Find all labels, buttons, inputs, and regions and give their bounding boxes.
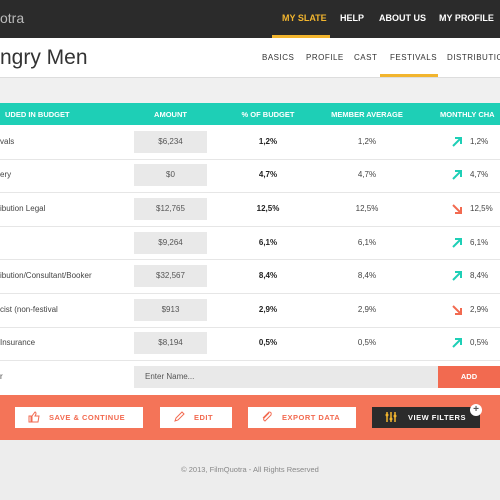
column-header: UDED IN BUDGET xyxy=(5,110,70,119)
row-divider xyxy=(0,225,500,227)
row-divider xyxy=(0,326,500,328)
nav-link[interactable]: HELP xyxy=(340,13,365,23)
amount-field[interactable]: $9,264 xyxy=(134,231,207,254)
row-label: cist (non-festival xyxy=(0,304,58,314)
row-label: Insurance xyxy=(0,338,36,348)
row-label: ibution/Consultant/Booker xyxy=(0,271,92,281)
member-average: 2,9% xyxy=(357,304,377,314)
tab[interactable]: DISTRIBUTION xyxy=(447,53,500,62)
trend-up-arrow xyxy=(452,170,462,181)
row-divider xyxy=(0,192,500,194)
monthly-change: 0,5% xyxy=(470,338,489,348)
action-bar: SAVE & CONTINUE EDIT EXPORT DATA VIEW FILTE… xyxy=(0,395,500,440)
budget-percent: 12,5% xyxy=(256,204,280,213)
amount-field[interactable]: $0 xyxy=(134,164,207,187)
amount-field[interactable]: $12,765 xyxy=(134,198,207,220)
column-header: % OF BUDGET xyxy=(241,110,295,119)
active-underline xyxy=(272,35,330,38)
name-input[interactable]: Enter Name... xyxy=(134,366,438,389)
tab[interactable]: CAST xyxy=(354,53,378,62)
monthly-change: 6,1% xyxy=(470,237,489,247)
member-average: 1,2% xyxy=(357,136,377,146)
footer: © 2013, FilmQuotra - All Rights Reserved xyxy=(0,440,500,500)
budget-percent: 8,4% xyxy=(258,271,278,281)
trend-down-arrow xyxy=(452,204,462,214)
member-average: 12,5% xyxy=(355,204,379,213)
member-average: 0,5% xyxy=(357,338,377,348)
button-icon xyxy=(174,411,185,422)
monthly-change: 12,5% xyxy=(470,204,493,213)
trend-up-arrow xyxy=(452,271,462,281)
button-label: EXPORT DATA xyxy=(282,413,341,422)
budget-percent: 4,7% xyxy=(258,170,278,180)
monthly-change: 2,9% xyxy=(470,304,489,314)
budget-percent: 2,9% xyxy=(258,304,278,314)
amount-field[interactable]: $32,567 xyxy=(134,265,207,288)
action-button[interactable]: VIEW FILTERS xyxy=(372,407,480,428)
column-header: MEMBER AVERAGE xyxy=(331,110,403,119)
member-average: 8,4% xyxy=(357,271,377,281)
budget-percent: 1,2% xyxy=(258,136,278,146)
page-title: ngry Men xyxy=(0,46,88,69)
trend-down-arrow xyxy=(452,305,462,315)
trend-up-arrow xyxy=(452,136,462,147)
tab[interactable]: BASICS xyxy=(262,53,295,62)
trend-up-arrow xyxy=(452,338,462,349)
top-nav: otra MY SLATE HELP ABOUT US MY PROFILE xyxy=(0,0,500,38)
budget-percent: 6,1% xyxy=(258,237,278,247)
button-icon xyxy=(385,412,397,422)
button-label: VIEW FILTERS xyxy=(408,413,466,422)
row-label: ery xyxy=(0,170,12,180)
amount-field[interactable]: $8,194 xyxy=(134,332,207,355)
column-header: MONTHLY CHA xyxy=(440,110,495,119)
logo[interactable]: otra xyxy=(0,10,25,26)
member-average: 4,7% xyxy=(357,170,377,180)
column-header: AMOUNT xyxy=(154,110,187,119)
amount-field[interactable]: $913 xyxy=(134,298,207,321)
page-header: ngry Men BASICS PROFILE CAST FESTIVALS DISTR… xyxy=(0,38,500,78)
row-divider xyxy=(0,259,500,261)
action-button[interactable]: SAVE & CONTINUE xyxy=(15,407,143,428)
table-body: vals $6,234 1,2% 1,2% 1,2% ery $0 4,7% 4,7% 4,7% i… xyxy=(0,125,500,395)
table-header: UDED IN BUDGET AMOUNT % OF BUDGET MEMBER AV… xyxy=(0,103,500,125)
amount-field[interactable]: $6,234 xyxy=(134,130,207,153)
monthly-change: 8,4% xyxy=(470,271,489,281)
monthly-change: 4,7% xyxy=(470,170,489,180)
tab[interactable]: FESTIVALS xyxy=(390,53,438,62)
nav-link[interactable]: MY PROFILE xyxy=(439,13,494,23)
button-icon xyxy=(262,411,272,422)
button-icon xyxy=(28,411,40,423)
action-button[interactable]: EDIT xyxy=(160,407,232,428)
tab[interactable]: PROFILE xyxy=(306,53,344,62)
add-button[interactable]: ADD xyxy=(438,366,500,389)
spacer-band xyxy=(0,78,500,103)
monthly-change: 1,2% xyxy=(470,136,489,146)
row-divider xyxy=(0,360,500,362)
row-divider xyxy=(0,293,500,294)
row-label: ibution Legal xyxy=(0,204,46,213)
button-label: SAVE & CONTINUE xyxy=(49,413,126,422)
add-row-label: r xyxy=(0,372,3,382)
action-button[interactable]: EXPORT DATA xyxy=(248,407,356,428)
nav-link[interactable]: MY SLATE xyxy=(282,13,327,23)
member-average: 6,1% xyxy=(357,237,377,247)
trend-up-arrow xyxy=(452,237,462,248)
row-divider xyxy=(0,158,500,160)
button-label: EDIT xyxy=(194,413,214,422)
budget-percent: 0,5% xyxy=(258,338,278,348)
row-label: vals xyxy=(0,136,15,146)
filter-badge[interactable]: + xyxy=(470,404,482,416)
nav-link[interactable]: ABOUT US xyxy=(379,13,426,23)
tab-underline xyxy=(380,74,438,77)
